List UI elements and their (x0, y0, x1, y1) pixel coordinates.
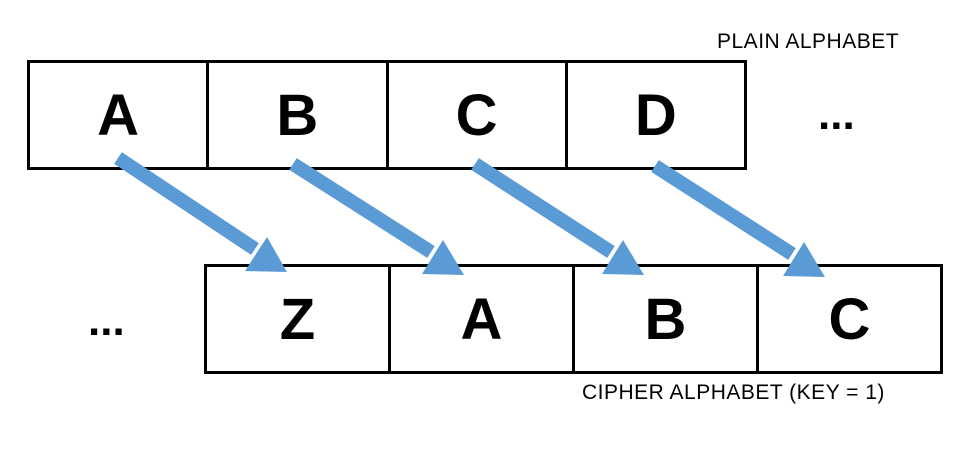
cipher-letter-cell: B (572, 267, 756, 371)
mapping-arrow-d-to-c (651, 160, 825, 277)
plain-letter-cell: D (564, 63, 744, 167)
cipher-leading-ellipsis: ... (88, 296, 125, 345)
cipher-letter-cell: Z (279, 286, 316, 352)
plain-alphabet-row: A B C D (27, 60, 747, 170)
cipher-alphabet-label: CIPHER ALPHABET (KEY = 1) (582, 381, 885, 404)
cipher-letter-cell: A (388, 267, 572, 371)
plain-letter-cell: B (206, 63, 385, 167)
plain-letter-cell: A (97, 82, 140, 148)
mapping-arrow-b-to-a (289, 158, 464, 275)
plain-alphabet-label: PLAIN ALPHABET (717, 30, 900, 53)
cipher-alphabet-row: Z A B C (204, 264, 943, 374)
plain-trailing-ellipsis: ... (818, 90, 855, 139)
mapping-arrow-c-to-b (471, 158, 644, 275)
cipher-letter-cell: C (756, 267, 940, 371)
mapping-arrow-a-to-z (114, 152, 287, 272)
plain-letter-cell: C (385, 63, 565, 167)
